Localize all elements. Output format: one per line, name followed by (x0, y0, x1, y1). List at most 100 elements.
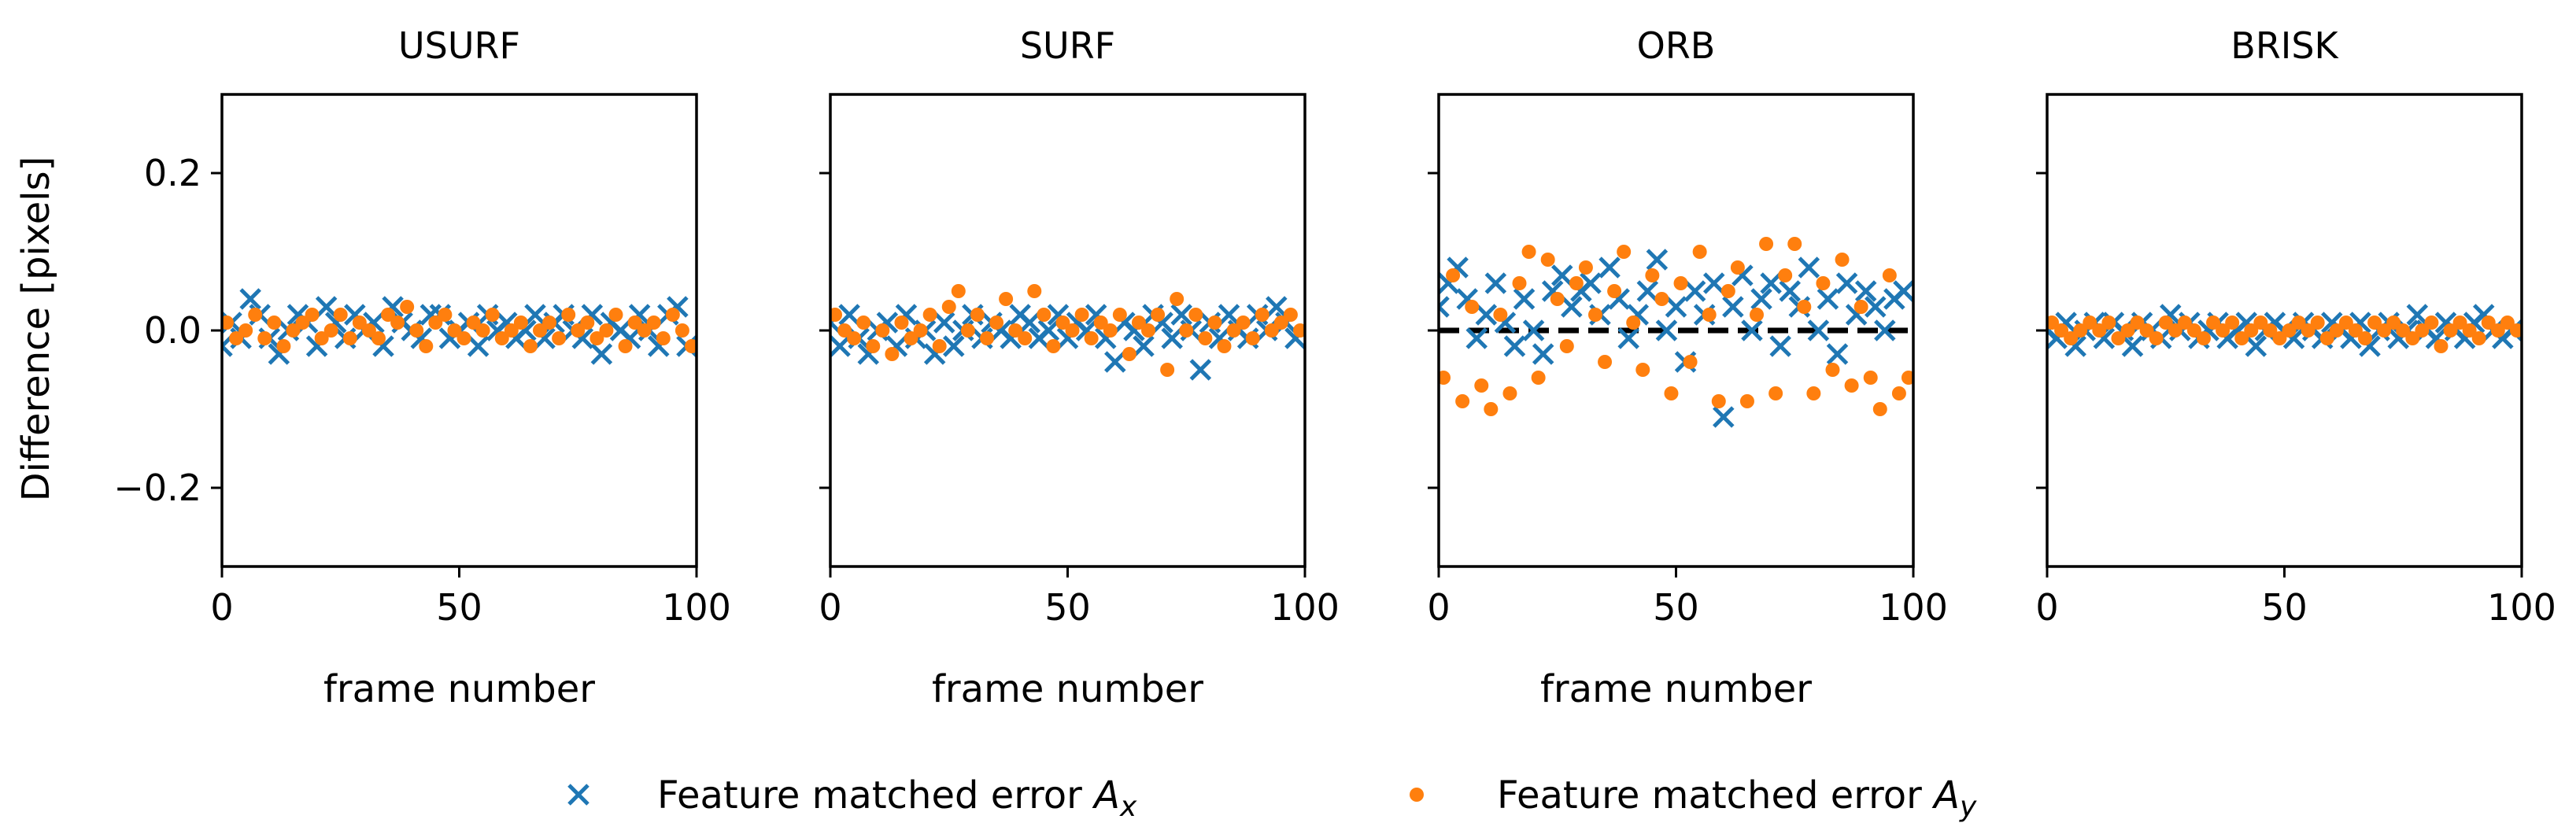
ay-point (1151, 308, 1166, 322)
ax-point (933, 312, 955, 334)
ay-point (1160, 363, 1175, 377)
ax-point (1665, 296, 1687, 318)
ay-point (533, 323, 548, 338)
ay-point (2481, 316, 2496, 330)
y-tick-label: −0.2 (113, 467, 201, 509)
ay-point (1455, 394, 1470, 408)
ay-point (1702, 308, 1717, 322)
ay-point (2130, 316, 2145, 330)
ay-point (1170, 292, 1185, 306)
ay-point (1654, 292, 1669, 306)
legend-item-y: Feature matched error Ay (1410, 773, 1977, 823)
ay-point (674, 323, 689, 338)
x-tick-label: 100 (662, 586, 731, 629)
ay-point (1768, 386, 1783, 400)
ay-point (684, 339, 697, 353)
ay-point (456, 331, 471, 345)
ay-point (1255, 308, 1270, 322)
ay-point (333, 308, 348, 322)
ay-point (1797, 300, 1812, 314)
ay-point (286, 323, 301, 338)
ay-point (646, 316, 661, 330)
ay-point (295, 316, 310, 330)
ay-point (2509, 323, 2522, 338)
ay-point (1273, 316, 1288, 330)
ax-point (1826, 343, 1849, 365)
ay-point (571, 323, 586, 338)
ax-point (1636, 280, 1659, 302)
ax-point (1133, 335, 1155, 357)
ay-point (1844, 378, 1859, 393)
ay-point (2272, 331, 2287, 345)
ay-point (2291, 316, 2306, 330)
ay-point (2367, 316, 2382, 330)
plot-area (1439, 237, 1913, 428)
ay-point (2253, 316, 2268, 330)
ay-point (1245, 331, 1260, 345)
ay-point (2443, 323, 2458, 338)
ay-point (1055, 316, 1070, 330)
ax-point (315, 296, 338, 318)
ay-point (989, 316, 1004, 330)
ax-point (1646, 249, 1669, 271)
ax-point (1817, 288, 1839, 310)
ax-point (1741, 319, 1763, 341)
ay-point (1292, 323, 1305, 338)
ax-point (1854, 280, 1877, 302)
ay-point (1236, 316, 1251, 330)
ax-point (1018, 312, 1041, 334)
legend-dot-marker (1410, 788, 1424, 802)
subplot-brisk: BRISK 0 50 100 (2035, 24, 2556, 629)
ay-point (2282, 323, 2297, 338)
ax-point (590, 343, 613, 365)
ay-point (1550, 292, 1565, 306)
ay-point (1778, 268, 1793, 282)
ay-point (2377, 323, 2392, 338)
ay-point (475, 323, 490, 338)
ay-point (513, 316, 528, 330)
ax-point (1161, 327, 1183, 349)
ay-point (2396, 323, 2411, 338)
ay-point (2452, 316, 2467, 330)
ay-point (830, 308, 843, 322)
x-tick-label: 100 (1270, 586, 1340, 629)
ay-point (837, 323, 852, 338)
ay-point (2301, 323, 2315, 338)
ay-point (922, 308, 937, 322)
ay-point (1683, 355, 1698, 369)
ay-point (2338, 316, 2353, 330)
ax-point (1702, 272, 1725, 294)
ay-point (2186, 323, 2201, 338)
ay-point (1131, 316, 1146, 330)
ay-point (2348, 323, 2363, 338)
legend-item-x: Feature matched error Ax (567, 773, 1137, 823)
ay-point (1853, 300, 1868, 314)
ay-point (1787, 237, 1802, 251)
x-axis-label: frame number (1540, 667, 1812, 711)
ay-point (314, 331, 329, 345)
ay-point (438, 308, 453, 322)
y-tick-label: 0.2 (144, 152, 201, 194)
ax-point (1475, 304, 1498, 326)
axes-frame (829, 93, 1306, 568)
ay-point (1825, 363, 1840, 377)
ay-point (390, 316, 405, 330)
ay-point (1493, 308, 1508, 322)
ay-point (1626, 316, 1641, 330)
ax-point (1779, 280, 1801, 302)
ay-point (1074, 308, 1089, 322)
ay-point (2424, 316, 2439, 330)
ay-point (561, 308, 576, 322)
ay-point (2244, 323, 2259, 338)
ay-point (2415, 323, 2430, 338)
ay-point (1027, 284, 1042, 298)
ay-point (866, 339, 881, 353)
ay-point (2405, 331, 2420, 345)
ax-point (1874, 319, 1896, 341)
plot-area (2047, 304, 2522, 357)
ay-point (2206, 316, 2221, 330)
ay-point (447, 323, 462, 338)
ay-point (1217, 339, 1232, 353)
ay-point (1750, 308, 1765, 322)
ay-point (2073, 323, 2088, 338)
